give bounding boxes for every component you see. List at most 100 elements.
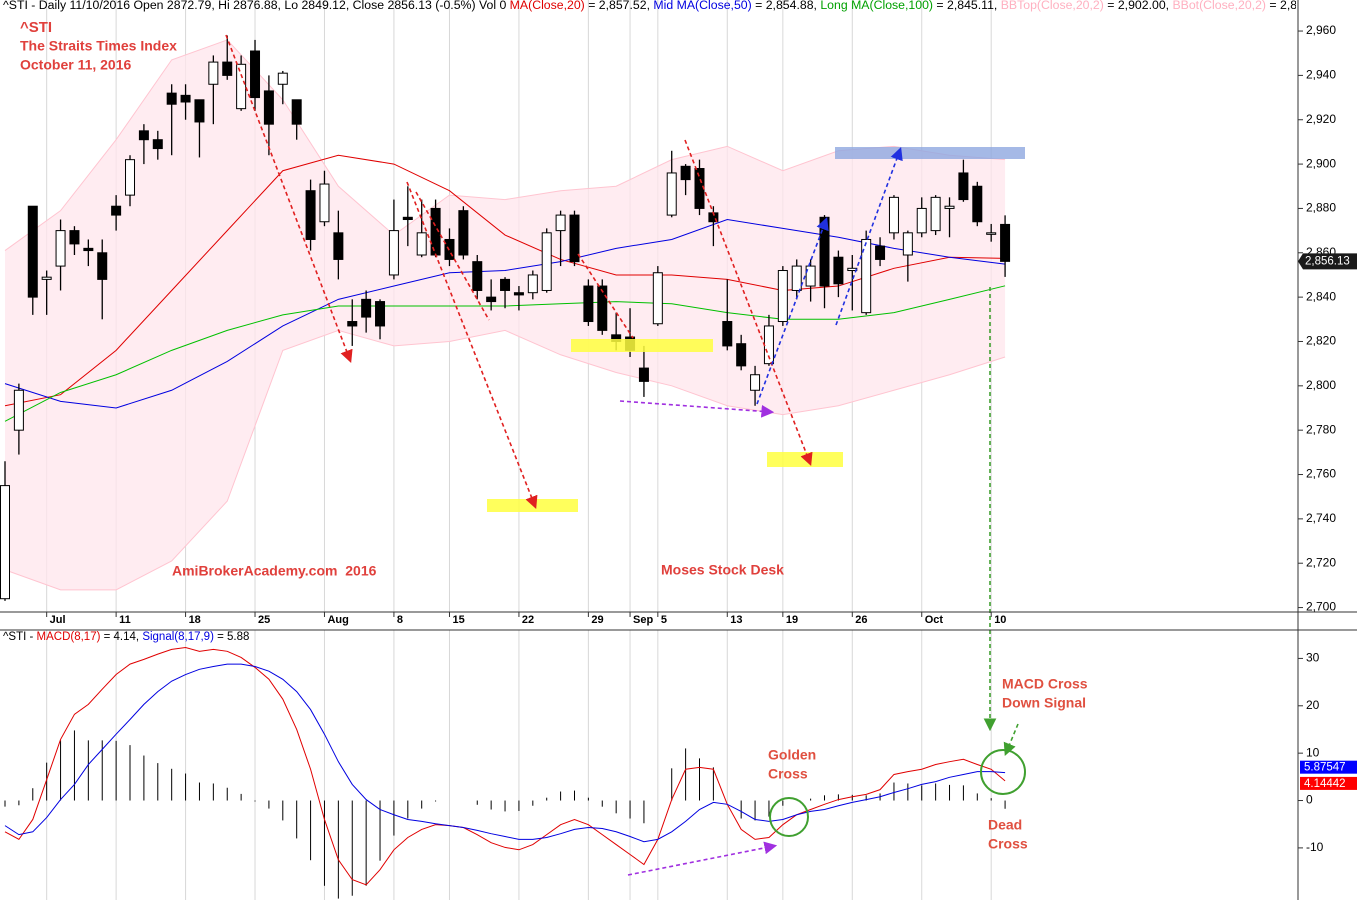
candle-body — [319, 183, 330, 223]
candle-body — [222, 61, 233, 76]
target-box — [571, 339, 713, 352]
legend-entry: = 5.88 — [214, 631, 250, 643]
x-tick-label: 19 — [786, 614, 798, 626]
trend-arrow — [406, 181, 538, 509]
y-tick-label: 2,700 — [1306, 600, 1336, 614]
candle-body — [277, 72, 288, 85]
y-tick-label: 2,820 — [1306, 334, 1336, 348]
candle-body — [513, 292, 524, 296]
candle-body — [291, 99, 302, 125]
candle-body — [569, 214, 580, 263]
trend-arrow — [577, 253, 634, 339]
candle-body — [1000, 223, 1011, 262]
y-tick-label: -10 — [1306, 840, 1324, 854]
last-value-box — [1300, 776, 1357, 790]
y-tick-label: 2,920 — [1306, 112, 1336, 126]
candle-body — [83, 247, 94, 252]
watermark: AmiBrokerAcademy.com 2016 — [172, 563, 377, 579]
x-tick-label: 18 — [189, 614, 201, 626]
annotation: Golden — [768, 747, 816, 763]
macd-line — [4, 663, 1006, 843]
candle-body — [375, 301, 386, 327]
legend-entry: BBot(Close,20,2) — [1172, 0, 1266, 12]
target-box — [487, 499, 578, 512]
candle-body — [916, 207, 927, 234]
last-value-label: 4.14442 — [1304, 778, 1346, 790]
y-tick-label: 2,740 — [1306, 511, 1336, 525]
legend-entry: = 2,902.00, — [1104, 0, 1173, 12]
x-tick-label: 13 — [730, 614, 742, 626]
trend-arrow — [627, 841, 778, 876]
candle-body — [930, 196, 941, 232]
y-tick-label: 2,880 — [1306, 201, 1336, 215]
x-tick-label: 5 — [661, 614, 667, 626]
candle-body — [888, 196, 899, 234]
legend-entry: MA(Close,20) — [510, 0, 585, 12]
last-value-label: 5.87547 — [1304, 762, 1346, 774]
candle-body — [652, 272, 663, 325]
y-tick-label: 10 — [1306, 745, 1320, 759]
annotation: Cross — [768, 766, 808, 782]
candle-body — [694, 168, 705, 209]
target-box — [767, 452, 843, 467]
legend-entry: Long MA(Close,100) — [820, 0, 933, 12]
trend-arrow — [756, 217, 829, 405]
candle-body — [638, 367, 649, 382]
legend-entry: BBTop(Close,20,2) — [1001, 0, 1104, 12]
candle-body — [0, 485, 10, 600]
cross-circle — [980, 749, 1026, 795]
candle-body — [305, 190, 316, 240]
candle-body — [527, 274, 538, 294]
candle-body — [500, 278, 511, 291]
candle-body — [27, 205, 38, 298]
cross-circle — [769, 797, 809, 837]
last-price-box — [1298, 253, 1357, 270]
candle-body — [472, 261, 483, 291]
legend-entry: ^STI - — [3, 631, 37, 643]
legend-entry: = 2,857.52, — [585, 0, 654, 12]
candle-body — [152, 139, 163, 150]
candle-body — [680, 165, 691, 181]
candle-body — [583, 285, 594, 323]
candle-body — [819, 216, 830, 287]
candle-body — [347, 321, 358, 327]
candle-body — [208, 61, 219, 85]
candle-body — [97, 252, 108, 280]
y-tick-label: 2,900 — [1306, 156, 1336, 170]
y-tick-label: 2,720 — [1306, 555, 1336, 569]
candle-body — [458, 210, 469, 256]
x-tick-label: 11 — [119, 614, 131, 626]
candle-body — [138, 130, 149, 141]
bollinger-bottom — [4, 329, 1006, 591]
candle-body — [944, 205, 955, 209]
signal-arrow — [1003, 723, 1019, 756]
last-price-label: 2,856.13 — [1305, 255, 1350, 267]
candle-body — [13, 389, 24, 431]
annotation: Dead — [988, 817, 1022, 833]
candle-body — [861, 238, 872, 314]
candle-body — [194, 99, 205, 123]
moving-average — [4, 219, 1006, 409]
candle-body — [41, 276, 52, 280]
candle-body — [55, 230, 66, 267]
candle-body — [777, 270, 788, 323]
candle-body — [833, 256, 844, 285]
candle-body — [972, 185, 983, 223]
candle-body — [166, 92, 177, 105]
candle-body — [958, 172, 969, 201]
x-tick-label: 8 — [397, 614, 403, 626]
legend-entry: = 4.14, — [100, 631, 142, 643]
chart-subtitle: The Straits Times Index — [20, 38, 177, 54]
x-tick-label: 15 — [452, 614, 464, 626]
watermark: Moses Stock Desk — [661, 562, 784, 578]
candle-body — [69, 230, 80, 245]
legend-header: ^STI - MACD(8,17) = 4.14, Signal(8,17,9)… — [3, 631, 249, 643]
trend-arrow — [835, 146, 903, 326]
candle-body — [250, 50, 261, 99]
bollinger-band — [5, 39, 1006, 590]
x-tick-label: Jul — [50, 614, 66, 626]
x-tick-label: Aug — [327, 614, 348, 626]
text-layer: ^STI The Straits Times Index October 11,… — [3, 0, 1296, 852]
annotation-layer — [225, 34, 1026, 876]
macd-line — [4, 647, 1006, 886]
